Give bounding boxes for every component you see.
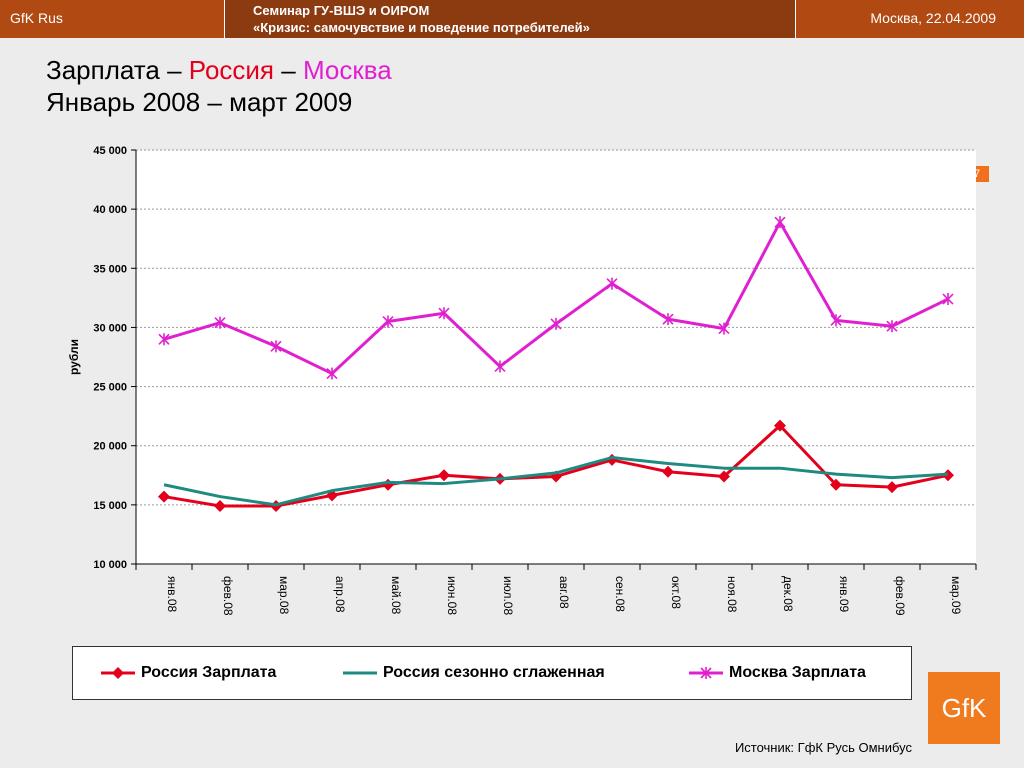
legend-smoothed-line-icon xyxy=(343,671,377,675)
x-tick-label: апр.08 xyxy=(333,576,347,613)
moscow-salary-point xyxy=(494,360,506,373)
russia-salary-point xyxy=(662,465,674,478)
header-bar: GfK Rus Семинар ГУ-ВШЭ и ОИРОМ «Кризис: … xyxy=(0,0,1024,38)
y-tick-label: 45 000 xyxy=(93,145,127,157)
x-tick-label: фев.08 xyxy=(221,576,235,616)
legend-item-russia: Россия Зарплата xyxy=(101,647,276,699)
russia-salary-point xyxy=(214,500,226,513)
title-line1: Зарплата – Россия – Москва xyxy=(46,54,392,86)
legend-item-moscow: Москва Зарплата xyxy=(689,647,866,699)
y-tick-label: 10 000 xyxy=(93,559,127,571)
russia-salary-point xyxy=(158,490,170,503)
x-tick-label: мар.08 xyxy=(277,576,291,615)
title-line2: Январь 2008 – март 2009 xyxy=(46,87,353,117)
russia-salary-point xyxy=(830,478,842,491)
x-tick-label: сен.08 xyxy=(613,576,627,612)
legend-label-russia: Россия Зарплата xyxy=(141,664,277,681)
moscow-salary-point xyxy=(830,314,842,327)
moscow-salary-point xyxy=(270,340,282,353)
legend-russia-marker-icon xyxy=(101,667,135,679)
place-date: Москва, 22.04.2009 xyxy=(870,10,996,26)
x-tick-label: июн.08 xyxy=(445,576,459,615)
moscow-salary-point xyxy=(886,320,898,333)
x-tick-label: янв.09 xyxy=(837,576,851,613)
y-tick-label: 15 000 xyxy=(93,500,127,512)
source-note: Источник: ГфК Русь Омнибус xyxy=(734,740,912,755)
x-tick-label: окт.08 xyxy=(669,576,683,609)
moscow-salary-point xyxy=(550,317,562,330)
x-tick-label: май.08 xyxy=(389,576,403,615)
y-tick-label: 30 000 xyxy=(93,322,127,334)
moscow-salary-point xyxy=(606,277,618,290)
moscow-salary-point xyxy=(326,367,338,380)
x-tick-label: ноя.08 xyxy=(725,576,739,613)
title-part-dash: – xyxy=(274,55,303,85)
x-tick-label: янв.08 xyxy=(165,576,179,613)
legend-label-russia-smoothed: Россия сезонно сглаженная xyxy=(383,664,605,681)
legend-item-russia-smoothed: Россия сезонно сглаженная xyxy=(343,647,605,699)
x-tick-label: фев.09 xyxy=(893,576,907,616)
seminar-box: Семинар ГУ-ВШЭ и ОИРОМ «Кризис: самочувс… xyxy=(224,0,796,38)
moscow-salary-point xyxy=(438,307,450,320)
plot-area xyxy=(136,150,976,564)
y-tick-label: 40 000 xyxy=(93,204,127,216)
russia-salary-point xyxy=(438,469,450,482)
legend-moscow-star-icon xyxy=(689,667,723,679)
y-tick-label: 35 000 xyxy=(93,263,127,275)
slide-title: Зарплата – Россия – Москва Январь 2008 –… xyxy=(46,54,392,118)
gfk-logo: GfK xyxy=(928,672,1000,744)
title-part-salary: Зарплата – xyxy=(46,55,189,85)
moscow-salary-point xyxy=(774,216,786,229)
legend-label-moscow: Москва Зарплата xyxy=(729,664,866,681)
title-part-moscow: Москва xyxy=(302,55,392,85)
moscow-salary-point xyxy=(942,293,954,306)
series-line-1 xyxy=(163,456,949,507)
moscow-salary-point xyxy=(382,315,394,328)
brand-label: GfK Rus xyxy=(10,10,63,26)
y-tick-label: 25 000 xyxy=(93,382,127,394)
title-part-russia: Россия xyxy=(188,55,275,85)
russia-salary-point xyxy=(718,470,730,483)
russia-salary-point xyxy=(886,481,898,494)
x-tick-label: авг.08 xyxy=(557,576,571,609)
y-tick-label: 20 000 xyxy=(93,441,127,453)
salary-line-chart: 10 000 15 000 20 000 25 000 30 000 35 000 40 0… xyxy=(67,145,977,616)
russia-salary-point xyxy=(774,419,786,432)
seminar-subtitle: «Кризис: самочувствие и поведение потреб… xyxy=(253,20,590,35)
x-tick-label: мар.09 xyxy=(949,576,963,615)
x-tick-label: июл.08 xyxy=(501,576,515,615)
moscow-salary-point xyxy=(158,333,170,346)
moscow-salary-point xyxy=(718,322,730,335)
y-axis-label: рубли xyxy=(67,339,81,375)
moscow-salary-point xyxy=(214,316,226,329)
chart-legend: Россия Зарплата Россия сезонно сглаженна… xyxy=(72,646,912,700)
seminar-title: Семинар ГУ-ВШЭ и ОИРОМ xyxy=(253,3,430,18)
moscow-salary-point xyxy=(662,313,674,326)
x-tick-label: дек.08 xyxy=(781,576,795,612)
